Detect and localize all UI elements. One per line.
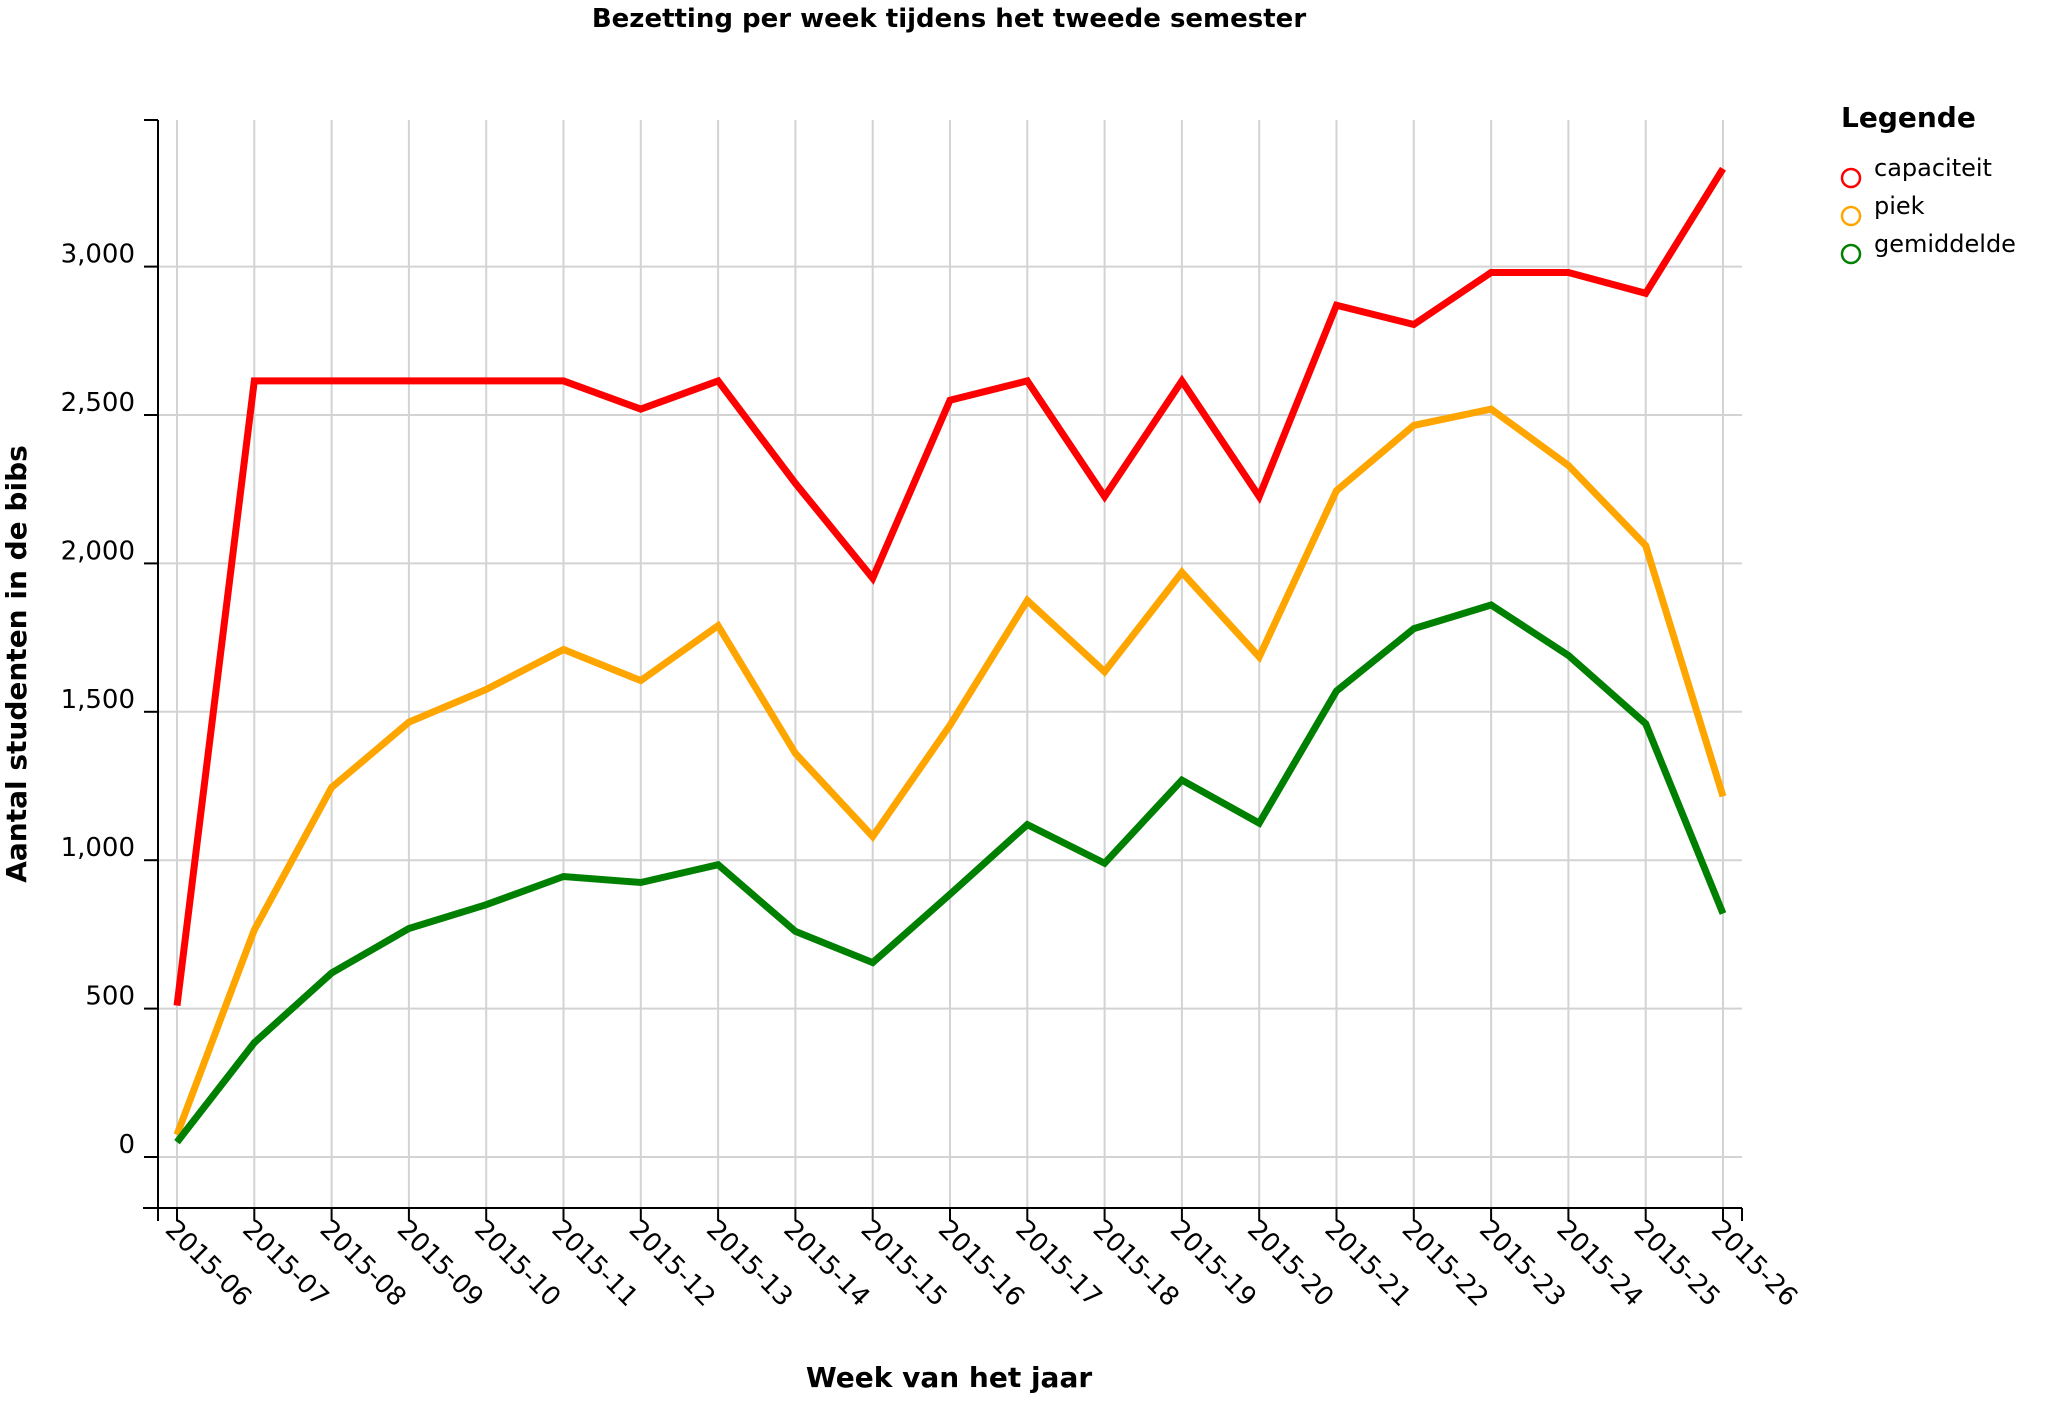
legend-items: capaciteit piek gemiddelde [1840,154,2016,265]
legend-marker-gemiddelde [1840,243,1862,265]
y-tick-label: 2,000 [61,536,135,566]
legend-marker-capaciteit [1840,167,1862,189]
legend-marker-piek [1840,205,1862,227]
y-tick-label: 1,500 [61,685,135,715]
legend-title: Legende [1841,101,1976,134]
y-tick-label: 0 [118,1130,135,1160]
series-line-piek [173,405,1727,1136]
x-axis-title: Week van het jaar [806,1361,1093,1394]
series-line-gemiddelde [174,601,1727,1145]
series-lines [173,166,1727,1145]
gridlines [158,120,1742,1208]
y-tick-label: 1,000 [61,833,135,863]
ticks: 2015-062015-072015-082015-092015-102015-… [61,119,1803,1313]
series-line-capaciteit [173,166,1726,1007]
axes [143,120,1742,1209]
y-axis-title: Aantal studenten in de bibs [0,445,33,883]
x-tick-label: 2015-26 [1705,1215,1803,1313]
legend-label-piek: piek [1874,192,1925,220]
legend-label-gemiddelde: gemiddelde [1874,230,2016,258]
y-tick-label: 500 [85,982,135,1012]
legend-label-capaciteit: capaciteit [1874,154,1992,182]
y-tick-label: 2,500 [61,388,135,418]
legend: Legende capaciteit piek gemiddelde [1840,101,2016,265]
chart-title: Bezetting per week tijdens het tweede se… [592,4,1306,34]
y-tick-label: 3,000 [61,240,135,270]
